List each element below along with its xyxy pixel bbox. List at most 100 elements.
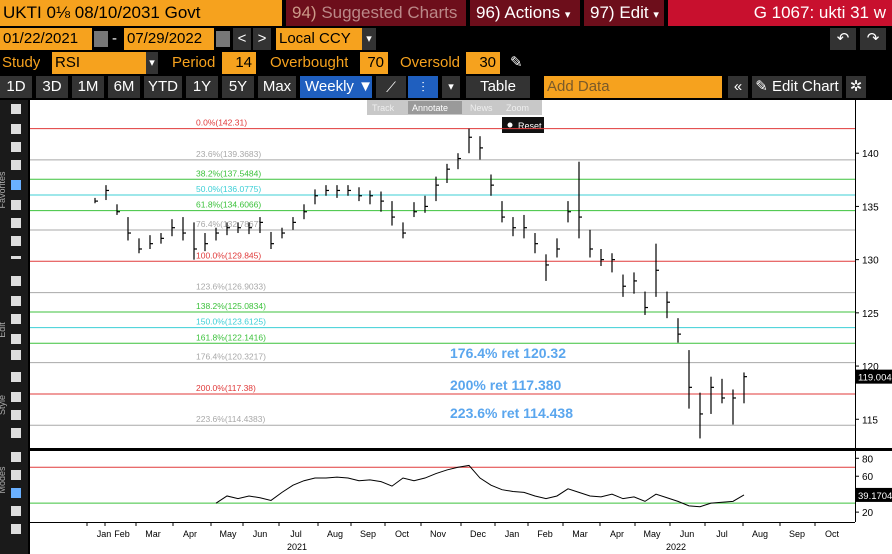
- reset-icon: [507, 122, 513, 128]
- fib-label: 100.0%(129.845): [196, 250, 261, 260]
- side-icons: [11, 104, 21, 534]
- x-tick-label: Feb: [114, 529, 130, 539]
- edit-chart-button[interactable]: ✎ Edit Chart: [752, 76, 842, 98]
- x-tick-label: Jan: [505, 529, 520, 539]
- icon: [11, 452, 21, 462]
- y-tick-label: 135: [862, 202, 879, 213]
- calendar-icon[interactable]: [94, 31, 108, 47]
- fib-label: 161.8%(122.1416): [196, 332, 266, 342]
- icon: [11, 334, 21, 344]
- calendar-icon[interactable]: [216, 31, 230, 47]
- icon: [11, 104, 21, 114]
- oversold-field[interactable]: 30: [466, 52, 500, 74]
- x-tick-label: Jul: [290, 529, 302, 539]
- security-field[interactable]: UKTI 0⅛ 08/10/2031 Govt: [0, 0, 282, 26]
- x-tick-label: Aug: [327, 529, 343, 539]
- annotation: 223.6% ret 114.438: [450, 405, 573, 421]
- last-rsi-tag: [856, 487, 892, 502]
- fib-label: 200.0%(117.38): [196, 383, 256, 393]
- chart-background: [30, 100, 892, 554]
- overbought-field[interactable]: 70: [360, 52, 388, 74]
- dropdown-arrow[interactable]: ▾: [442, 76, 460, 98]
- y-tick-label: 60: [862, 472, 874, 483]
- period-button[interactable]: 3D: [36, 76, 68, 98]
- settings-button[interactable]: ✲: [846, 76, 866, 98]
- period-field[interactable]: 14: [222, 52, 256, 74]
- period-button[interactable]: 1Y: [186, 76, 218, 98]
- side-label: Edit: [0, 322, 7, 338]
- currency-field[interactable]: Local CCY: [276, 28, 362, 50]
- fib-label: 23.6%(139.3683): [196, 149, 261, 159]
- last-price-label: 119.004: [858, 373, 892, 384]
- x-tick-label: Oct: [825, 529, 840, 539]
- fib-label: 0.0%(142.31): [196, 118, 247, 128]
- icon: [11, 256, 21, 259]
- fib-label: 61.8%(134.6066): [196, 200, 261, 210]
- period-button[interactable]: YTD: [144, 76, 182, 98]
- frequency-button[interactable]: Weekly ▼: [300, 76, 372, 98]
- period-button[interactable]: 1D: [0, 76, 32, 98]
- period-button[interactable]: 6M: [108, 76, 140, 98]
- dropdown-arrow[interactable]: ▾: [362, 28, 376, 50]
- fib-levels: 0.0%(142.31) 23.6%(139.3683) 38.2%(137.548…: [30, 118, 855, 426]
- x-tick-label: Aug: [752, 529, 768, 539]
- icon: [11, 350, 21, 360]
- actions-button[interactable]: 96) Actions ▾: [470, 0, 580, 26]
- icon: [11, 470, 21, 480]
- line-chart-icon[interactable]: ⟋: [376, 76, 406, 98]
- x-tick-label: Apr: [610, 529, 624, 539]
- study-field[interactable]: RSI: [52, 52, 146, 74]
- icon: [11, 410, 21, 420]
- tool-highlight: [408, 101, 462, 114]
- rsi-line: [215, 464, 745, 508]
- dropdown-arrow[interactable]: ▾: [146, 52, 158, 74]
- fib-label: 38.2%(137.5484): [196, 168, 261, 178]
- table-button[interactable]: Table: [466, 76, 530, 98]
- add-data-field[interactable]: Add Data: [544, 76, 722, 98]
- menu-label: Suggested Charts: [321, 3, 458, 22]
- side-label: Favorites: [0, 171, 7, 209]
- fib-label: 150.0%(123.6125): [196, 317, 266, 327]
- overbought-label: Overbought: [270, 54, 349, 71]
- x-tick-label: Nov: [430, 529, 447, 539]
- edit-button[interactable]: 97) Edit ▾: [584, 0, 664, 26]
- period-button[interactable]: 1M: [72, 76, 104, 98]
- undo-button[interactable]: ↶: [830, 28, 856, 50]
- dropdown-arrow: ▾: [653, 9, 659, 21]
- menu-label: Actions: [504, 3, 561, 22]
- x-tick-label: Sep: [789, 529, 805, 539]
- icon: [11, 428, 21, 438]
- study-label: Study: [2, 54, 41, 71]
- pencil-icon[interactable]: ✎: [510, 54, 523, 71]
- period-label: Period: [172, 54, 216, 71]
- bar-chart-icon[interactable]: ⫶: [408, 76, 438, 98]
- icon: [11, 524, 21, 534]
- icon: [11, 372, 21, 382]
- start-date[interactable]: 01/22/2021: [0, 28, 92, 50]
- icon: [11, 200, 21, 210]
- icon: [11, 392, 21, 402]
- next-button[interactable]: >: [253, 28, 271, 50]
- end-date[interactable]: 07/29/2022: [124, 28, 214, 50]
- suggested-charts-button[interactable]: 94) Suggested Charts: [286, 0, 466, 26]
- icon: [11, 218, 21, 228]
- fib-label: 138.2%(125.0834): [196, 301, 266, 311]
- period-button[interactable]: Max: [258, 76, 296, 98]
- collapse-button[interactable]: «: [728, 76, 748, 98]
- x-tick-label: Mar: [572, 529, 588, 539]
- fib-label: 123.6%(126.9033): [196, 282, 266, 292]
- icon: [11, 160, 21, 170]
- y-tick-label: 115: [862, 415, 878, 426]
- x-tick-label: Dec: [470, 529, 487, 539]
- prev-button[interactable]: <: [233, 28, 251, 50]
- icon: [11, 142, 21, 152]
- redo-button[interactable]: ↷: [860, 28, 886, 50]
- menu-number: 97): [590, 3, 615, 22]
- period-button[interactable]: 5Y: [222, 76, 254, 98]
- x-tick-label: May: [643, 529, 661, 539]
- x-tick-label: Jul: [716, 529, 728, 539]
- date-separator: -: [112, 30, 117, 47]
- icon: [11, 488, 21, 498]
